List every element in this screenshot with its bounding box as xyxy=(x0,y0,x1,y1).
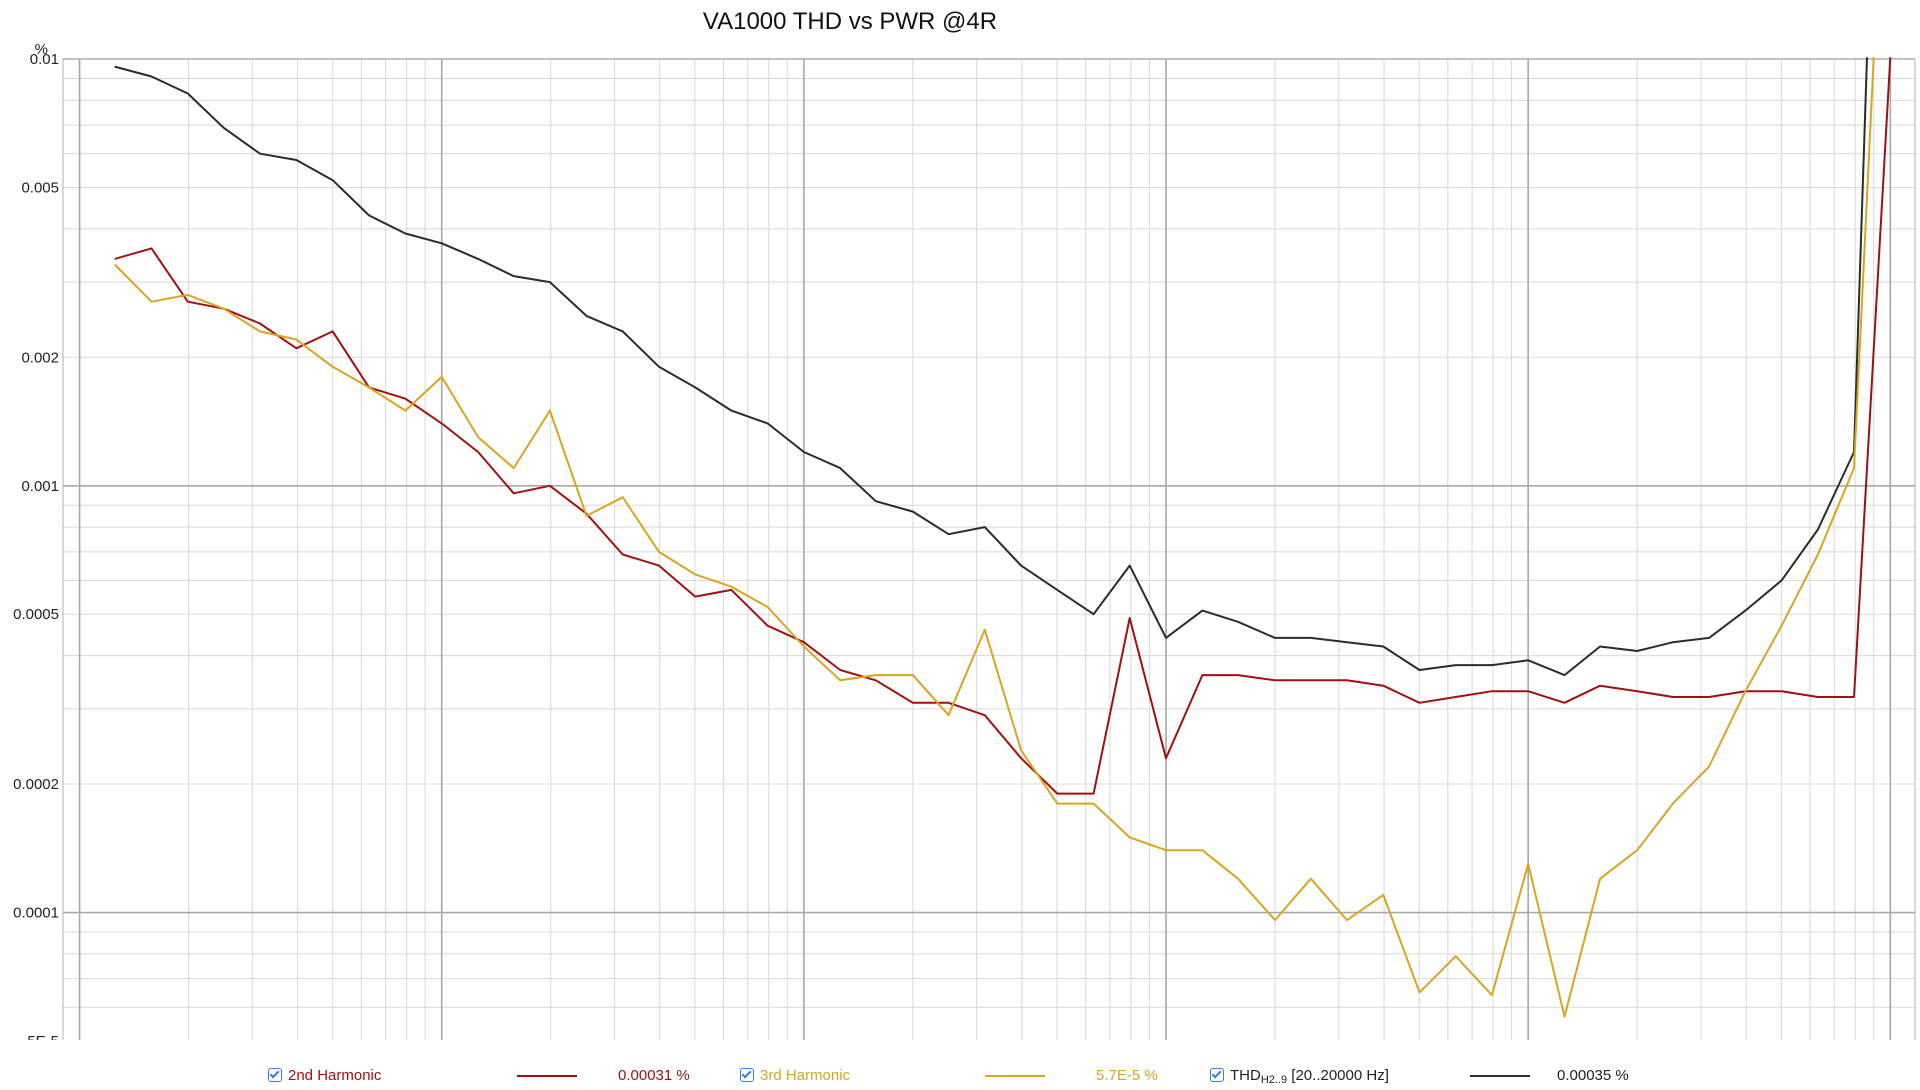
checkbox-icon[interactable] xyxy=(268,1068,282,1082)
checkbox-icon[interactable] xyxy=(740,1068,754,1082)
y-tick-label: 0.005 xyxy=(21,179,59,196)
series-line-3rd-harmonic xyxy=(113,57,1875,1018)
minor-grid xyxy=(63,59,1915,1040)
y-tick-label: 0.0001 xyxy=(13,905,59,922)
series-line-2nd-harmonic xyxy=(114,57,1892,795)
y-tick-label: 0.01 xyxy=(30,51,59,68)
legend-label-thd-range: [20..20000 Hz] xyxy=(1291,1067,1389,1084)
legend-item-thd[interactable]: THDH2..9 [20..20000 Hz] xyxy=(1210,1066,1389,1090)
y-tick-label: 0.001 xyxy=(21,478,59,495)
series-line-thd xyxy=(114,57,1868,677)
thd-chart: VA1000 THD vs PWR @4R % 0.010.0050.0020.… xyxy=(13,8,1916,1040)
y-tick-label: 0.002 xyxy=(21,349,59,366)
plot-frame xyxy=(62,58,1916,1040)
legend: 2nd Harmonic 0.00031 % 3rd Harmonic 5.7E… xyxy=(0,1066,1920,1089)
legend-label-2nd-harmonic: 2nd Harmonic xyxy=(288,1067,382,1084)
legend-value-thd: 0.00035 % xyxy=(1557,1067,1629,1084)
legend-swatch-thd xyxy=(1470,1075,1530,1077)
series-lines xyxy=(113,57,1892,1018)
legend-label-thd-subscript: H2..9 xyxy=(1260,1074,1288,1086)
legend-item-3rd-harmonic[interactable]: 3rd Harmonic xyxy=(740,1066,850,1086)
chart-title: VA1000 THD vs PWR @4R xyxy=(703,8,997,35)
legend-value-3rd-harmonic: 5.7E-5 % xyxy=(1096,1067,1158,1084)
legend-swatch-2nd-harmonic xyxy=(517,1075,577,1077)
legend-swatch-3rd-harmonic xyxy=(985,1075,1045,1077)
y-tick-label: 0.0002 xyxy=(13,776,59,793)
legend-value-2nd-harmonic: 0.00031 % xyxy=(618,1067,690,1084)
legend-label-3rd-harmonic: 3rd Harmonic xyxy=(760,1067,851,1084)
y-axis-unit-label: % xyxy=(35,41,48,58)
checkbox-icon[interactable] xyxy=(1210,1068,1224,1082)
y-tick-label: 5E-5 xyxy=(27,1033,59,1040)
legend-item-2nd-harmonic[interactable]: 2nd Harmonic xyxy=(268,1066,381,1086)
y-axis-ticks: 0.01 0.005 0.002 0.001 0.0005 0.0002 0.0001 5E-… xyxy=(13,51,59,1040)
y-tick-label: 0.0005 xyxy=(13,606,59,623)
legend-label-thd: THD xyxy=(1230,1067,1261,1084)
